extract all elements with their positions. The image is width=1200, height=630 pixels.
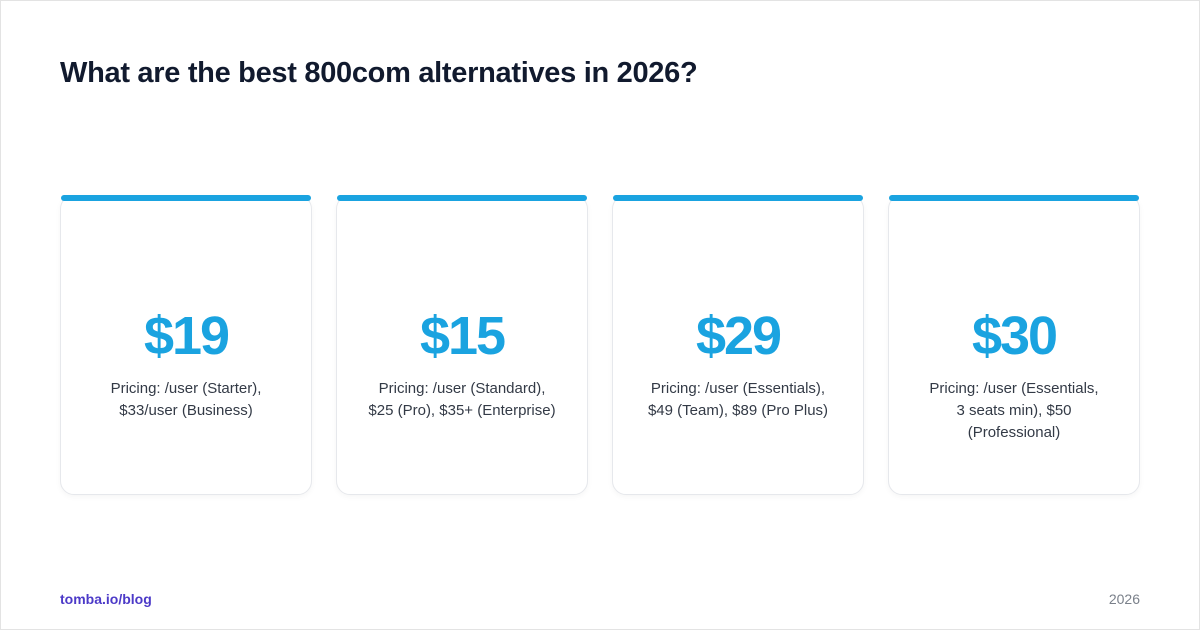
description-line: $49 (Team), $89 (Pro Plus) xyxy=(647,402,829,419)
description-line: (Professional) xyxy=(967,424,1061,441)
card-accent xyxy=(613,195,863,201)
card: $30 Pricing: /user (Essentials, 3 seats mi… xyxy=(888,195,1140,495)
card-price: $29 xyxy=(695,306,782,366)
description-line: $33/user (Business) xyxy=(119,402,253,419)
card-accent xyxy=(61,195,311,201)
description-line: Pricing: /user (Essentials, xyxy=(929,380,1099,397)
description-line: Pricing: /user (Starter), xyxy=(110,380,262,397)
card: $29 Pricing: /user (Essentials), $49 (Team… xyxy=(612,195,864,495)
card: $15 Pricing: /user (Standard), $25 (Pro), … xyxy=(336,195,588,495)
card-description: Pricing: /user (Standard), $25 (Pro), $35… xyxy=(337,378,587,422)
description-line: 3 seats min), $50 xyxy=(956,402,1072,419)
card-price: $30 xyxy=(971,306,1058,366)
footer-year: 2026 xyxy=(1108,591,1140,607)
card-description: Pricing: /user (Starter), $33/user (Busin… xyxy=(61,378,311,422)
card-price: $19 xyxy=(143,306,230,366)
card: $19 Pricing: /user (Starter), $33/user (Bu… xyxy=(60,195,312,495)
title: What are the best 800com alternatives in… xyxy=(60,57,698,89)
description-line: Pricing: /user (Essentials), xyxy=(650,380,826,397)
card-description: Pricing: /user (Essentials), $49 (Team), … xyxy=(613,378,863,422)
card-accent xyxy=(889,195,1139,201)
description-line: Pricing: /user (Standard), xyxy=(378,380,546,397)
card-row: $19 Pricing: /user (Starter), $33/user (Bu… xyxy=(60,195,1140,495)
card-description: Pricing: /user (Essentials, 3 seats min),… xyxy=(889,378,1139,444)
description-line: $25 (Pro), $35+ (Enterprise) xyxy=(368,402,556,419)
footer-site: tomba.io/blog xyxy=(60,591,152,607)
card-price: $15 xyxy=(419,306,506,366)
card-accent xyxy=(337,195,587,201)
